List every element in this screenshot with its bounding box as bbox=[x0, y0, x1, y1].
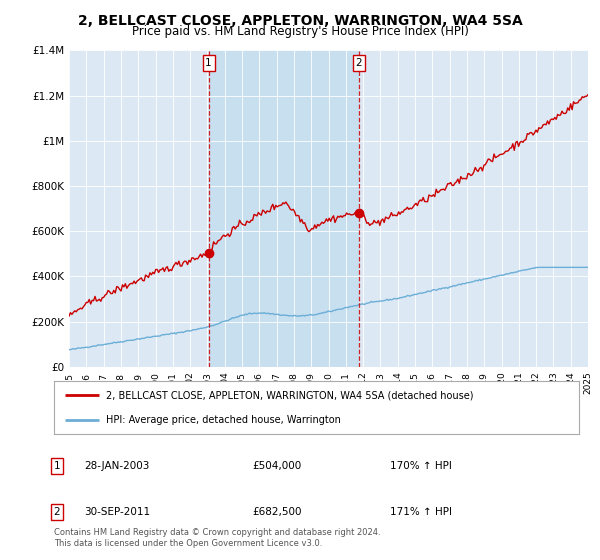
Text: 2, BELLCAST CLOSE, APPLETON, WARRINGTON, WA4 5SA: 2, BELLCAST CLOSE, APPLETON, WARRINGTON,… bbox=[77, 14, 523, 28]
Text: Contains HM Land Registry data © Crown copyright and database right 2024.
This d: Contains HM Land Registry data © Crown c… bbox=[54, 528, 380, 548]
Text: £504,000: £504,000 bbox=[252, 461, 301, 471]
Text: 30-SEP-2011: 30-SEP-2011 bbox=[84, 507, 150, 517]
Text: 28-JAN-2003: 28-JAN-2003 bbox=[84, 461, 149, 471]
Text: 2: 2 bbox=[53, 507, 61, 517]
Text: HPI: Average price, detached house, Warrington: HPI: Average price, detached house, Warr… bbox=[107, 414, 341, 424]
Text: 1: 1 bbox=[53, 461, 61, 471]
Text: 2, BELLCAST CLOSE, APPLETON, WARRINGTON, WA4 5SA (detached house): 2, BELLCAST CLOSE, APPLETON, WARRINGTON,… bbox=[107, 390, 474, 400]
Text: 2: 2 bbox=[355, 58, 362, 68]
Bar bbox=[209, 50, 359, 367]
Text: Price paid vs. HM Land Registry's House Price Index (HPI): Price paid vs. HM Land Registry's House … bbox=[131, 25, 469, 38]
Text: 1: 1 bbox=[205, 58, 212, 68]
Text: 170% ↑ HPI: 170% ↑ HPI bbox=[390, 461, 452, 471]
Text: 171% ↑ HPI: 171% ↑ HPI bbox=[390, 507, 452, 517]
Text: £682,500: £682,500 bbox=[252, 507, 302, 517]
